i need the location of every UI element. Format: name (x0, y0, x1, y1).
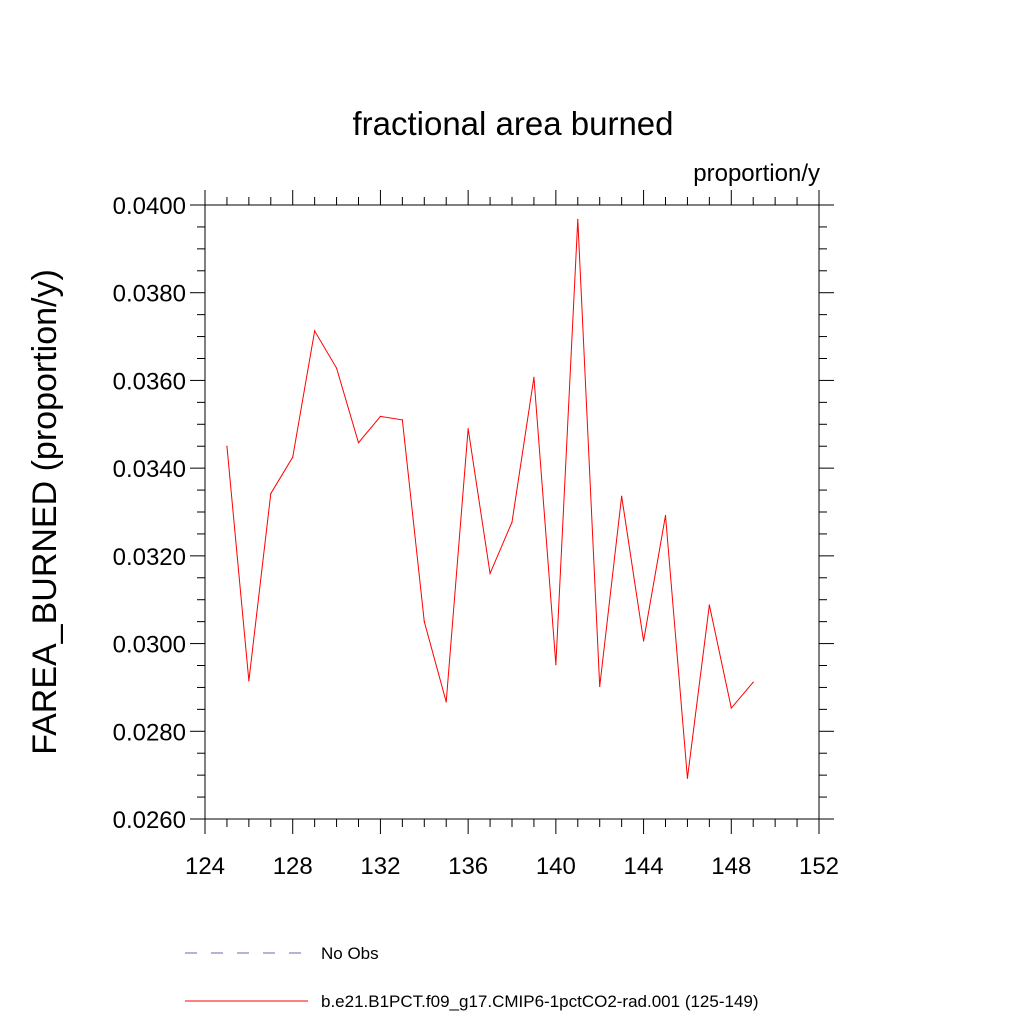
data-point (642, 640, 645, 642)
data-point (467, 428, 469, 430)
x-axis-ticks: 124 128 132 136 140 144 148 152 (185, 190, 839, 880)
data-point (445, 701, 447, 703)
legend: No Obs b.e21.B1PCT.f09_g17.CMIP6-1pctCO2… (185, 944, 759, 1011)
data-point (708, 604, 710, 606)
x-tick-label: 152 (799, 853, 839, 880)
data-point (555, 664, 557, 666)
data-point (270, 492, 272, 495)
units-label: proportion/y (693, 160, 820, 187)
data-point (686, 777, 689, 779)
x-tick-label: 136 (448, 853, 488, 880)
legend-label-no-obs: No Obs (321, 944, 379, 963)
y-axis-ticks: 0.0260 0.0280 0.0300 0.0320 0.0340 0.0360 0.03… (113, 193, 834, 834)
data-point (401, 419, 403, 421)
x-tick-label: 128 (273, 853, 313, 880)
data-point (599, 685, 601, 688)
y-tick-label: 0.0320 (113, 544, 186, 571)
x-tick-label: 148 (711, 853, 751, 880)
x-tick-label: 140 (536, 853, 576, 880)
y-tick-label: 0.0300 (113, 632, 186, 659)
data-point (533, 376, 535, 378)
data-point (621, 495, 623, 497)
data-point (292, 456, 294, 458)
y-tick-label: 0.0360 (113, 368, 186, 395)
x-tick-label: 132 (360, 853, 400, 880)
data-point (335, 367, 338, 369)
data-point (248, 680, 250, 682)
y-tick-label: 0.0380 (113, 281, 186, 308)
y-tick-label: 0.0280 (113, 719, 186, 746)
y-axis-label: FAREA_BURNED (proportion/y) (26, 269, 64, 755)
series-layer (226, 218, 754, 779)
plot-frame (204, 204, 820, 820)
data-point (423, 621, 425, 623)
legend-label-run: b.e21.B1PCT.f09_g17.CMIP6-1pctCO2-rad.00… (321, 992, 759, 1011)
data-point (489, 572, 491, 575)
x-tick-label: 144 (624, 853, 664, 880)
data-point (577, 218, 579, 221)
y-tick-label: 0.0340 (113, 456, 186, 483)
data-point (752, 681, 754, 683)
data-point (357, 442, 360, 444)
data-point (730, 707, 732, 709)
y-tick-label: 0.0260 (113, 807, 186, 834)
minor-ticks (197, 197, 827, 827)
data-point (511, 521, 513, 523)
data-point (314, 330, 316, 332)
data-point (226, 445, 228, 447)
chart-title: fractional area burned (352, 105, 673, 142)
data-point (379, 415, 382, 417)
x-tick-label: 124 (185, 853, 225, 880)
data-point (664, 514, 667, 517)
series-line (226, 219, 754, 779)
y-tick-label: 0.0400 (113, 193, 186, 220)
